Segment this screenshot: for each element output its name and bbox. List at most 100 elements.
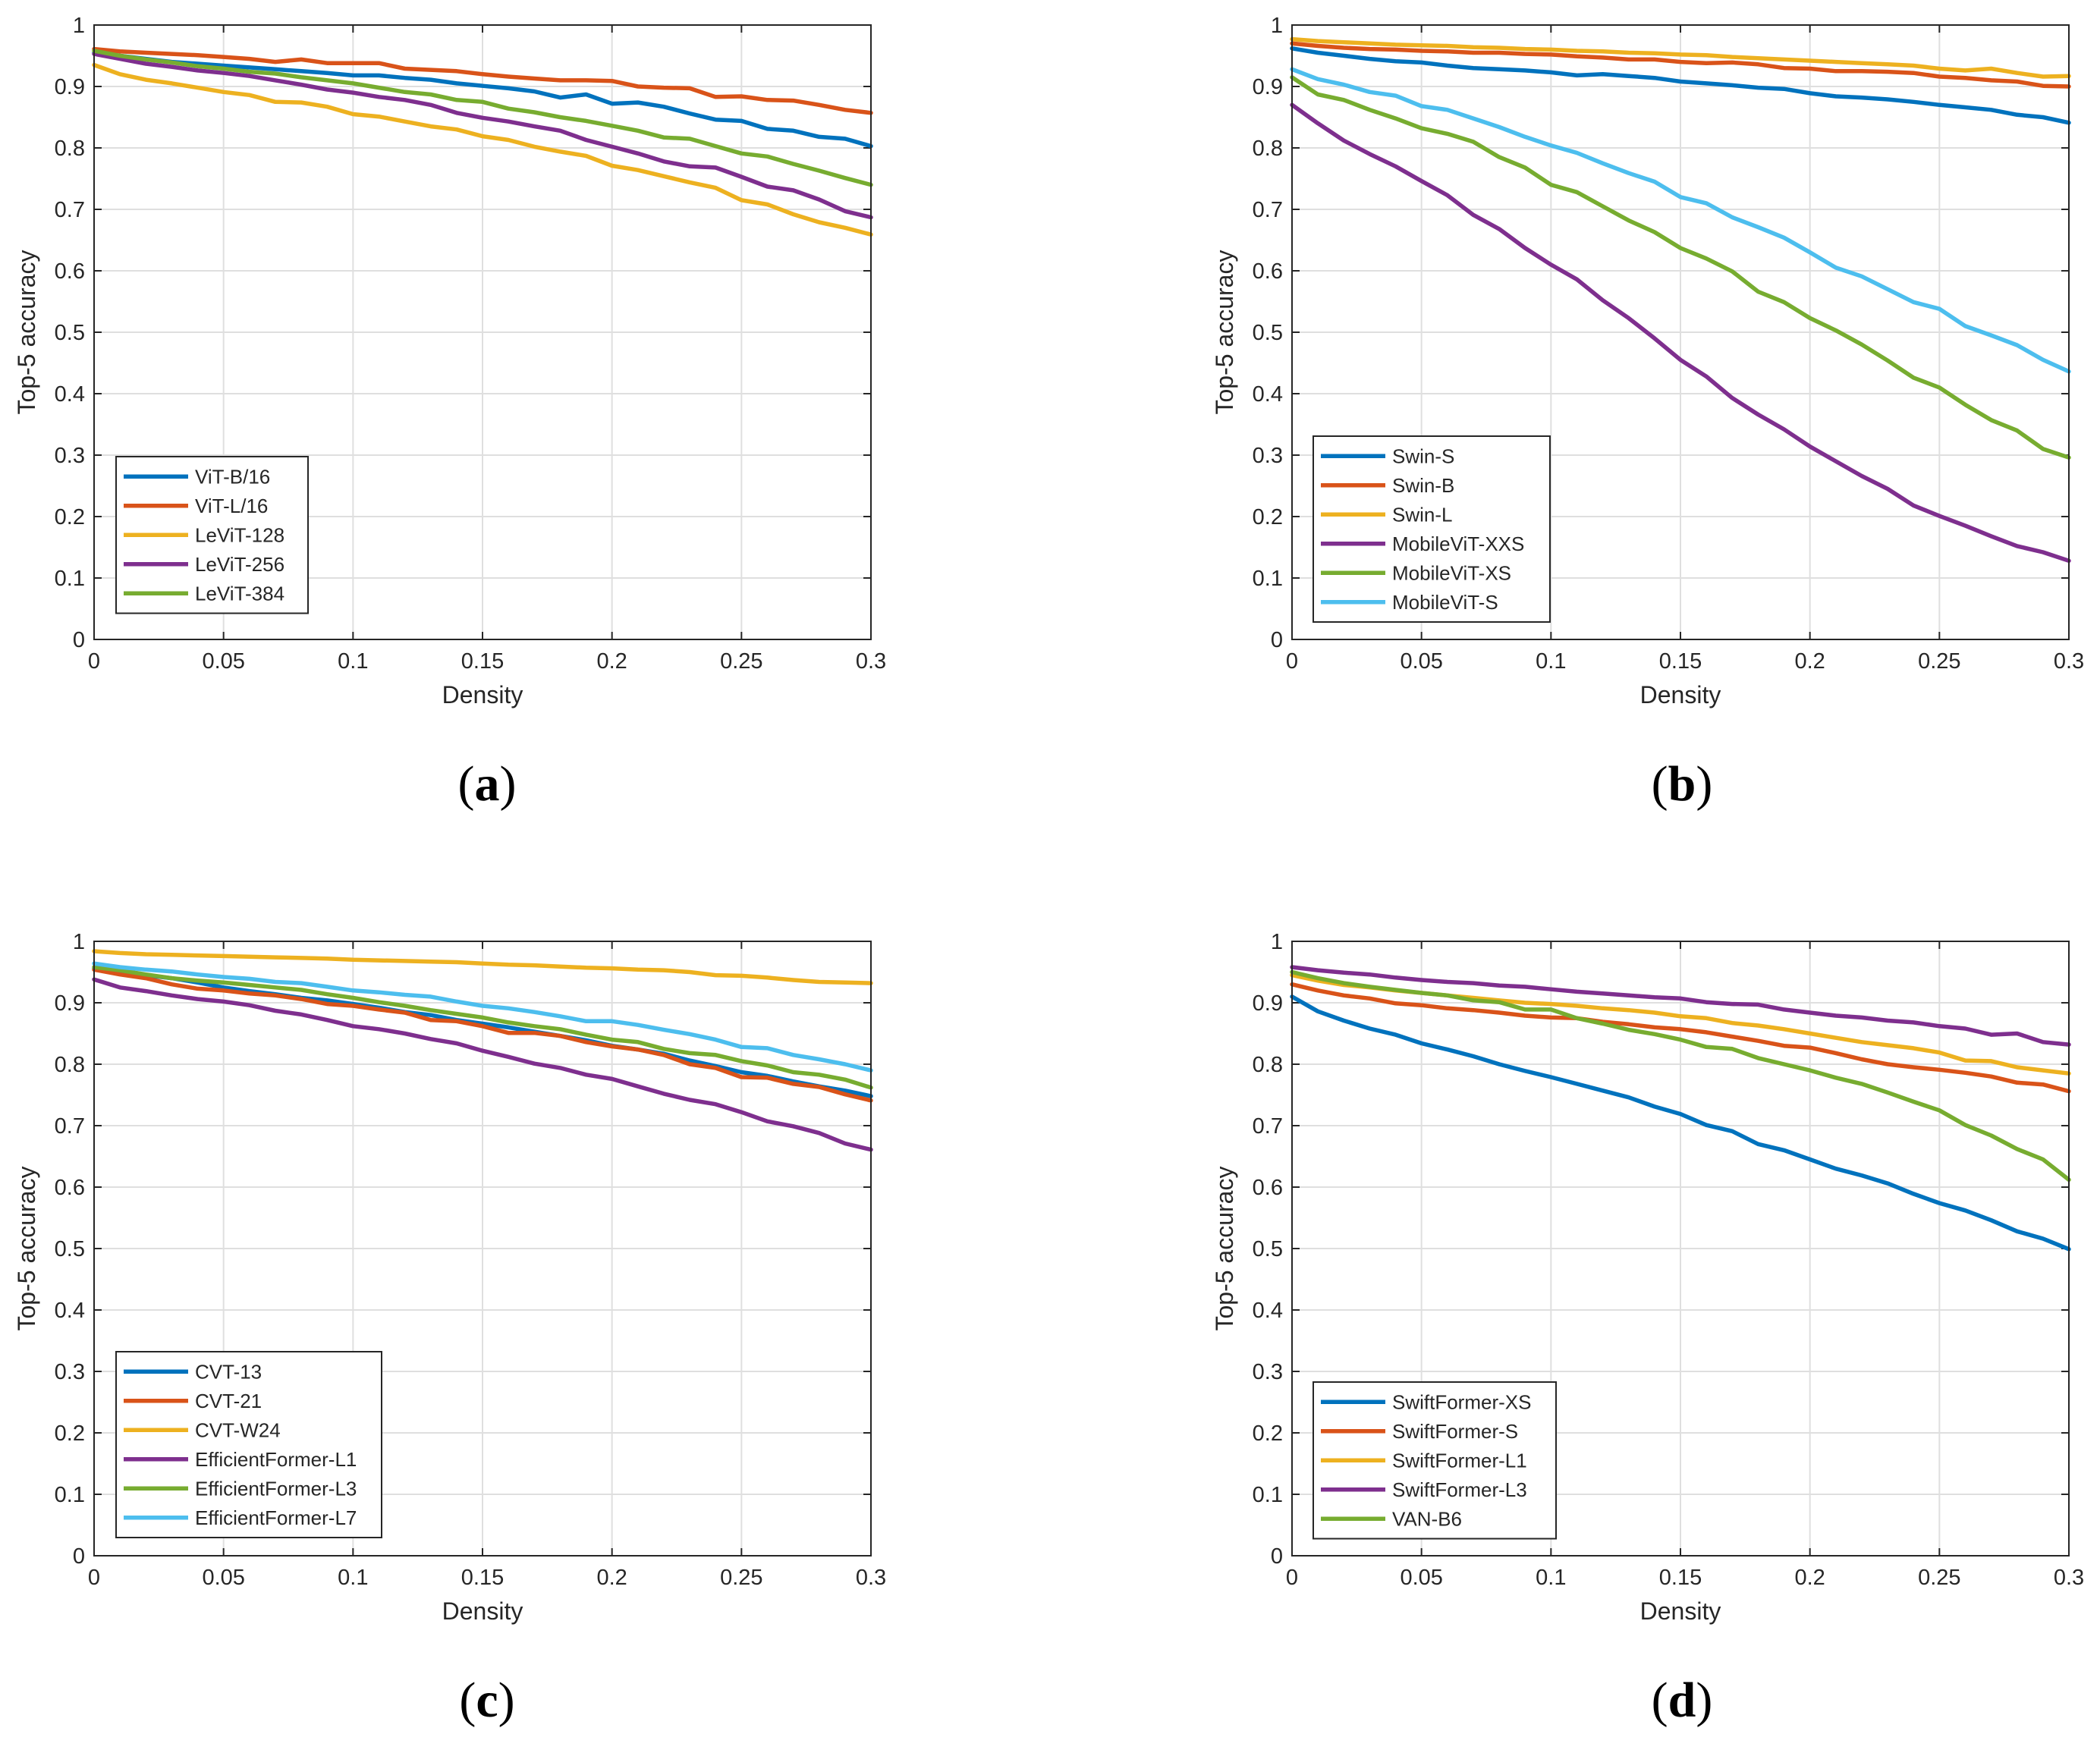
x-tick-label: 0 bbox=[88, 649, 100, 674]
x-tick-label: 0.2 bbox=[597, 1566, 627, 1590]
series-line-vit-b-16 bbox=[92, 50, 873, 149]
chart-panel-b: 0 0.05 0.1 0.15 0.2 0.25 0.3 0 0.1 0.2 0.3 0.4 0.5 0.… bbox=[1211, 14, 2084, 812]
series-line-swin-s bbox=[1290, 46, 2071, 125]
legend-label: LeViT-256 bbox=[195, 553, 285, 576]
y-tick-label: 0.7 bbox=[55, 1114, 85, 1139]
y-tick-label: 1 bbox=[1271, 930, 1283, 954]
x-tick-label: 0.3 bbox=[2054, 1566, 2084, 1590]
x-axis-title: Density bbox=[442, 681, 523, 708]
x-tick-label: 0.25 bbox=[1918, 649, 1960, 674]
y-axis-title: Top-5 accuracy bbox=[13, 250, 40, 415]
legend-box bbox=[1312, 435, 1551, 623]
y-tick-label: 0.3 bbox=[1253, 1360, 1283, 1384]
x-tick-label: 0.1 bbox=[338, 649, 368, 674]
series-line-levit-256 bbox=[92, 52, 873, 220]
y-tick-label: 0.8 bbox=[55, 137, 85, 161]
legend-label: EfficientFormer-L3 bbox=[195, 1477, 357, 1500]
panel-caption: (b) bbox=[1652, 756, 1713, 812]
y-tick-label: 0 bbox=[73, 1544, 85, 1569]
y-tick-label: 0.3 bbox=[55, 1360, 85, 1384]
y-tick-label: 1 bbox=[73, 930, 85, 954]
legend-label: MobileViT-XXS bbox=[1392, 532, 1524, 555]
y-tick-label: 0.9 bbox=[55, 75, 85, 99]
y-tick-label: 0.9 bbox=[55, 991, 85, 1016]
plot-frame bbox=[1291, 941, 2070, 1557]
y-tick-label: 0.5 bbox=[55, 321, 85, 345]
y-tick-label: 0.3 bbox=[55, 444, 85, 468]
y-tick-label: 0.8 bbox=[55, 1053, 85, 1077]
y-tick-label: 0.7 bbox=[1253, 1114, 1283, 1139]
legend-label: EfficientFormer-L1 bbox=[195, 1448, 357, 1471]
x-tick-label: 0.05 bbox=[202, 1566, 244, 1590]
y-tick-label: 0.8 bbox=[1253, 137, 1283, 161]
y-tick-label: 0.2 bbox=[55, 1421, 85, 1446]
x-tick-label: 0.25 bbox=[720, 649, 762, 674]
y-tick-label: 0 bbox=[73, 628, 85, 652]
legend-label: Swin-S bbox=[1392, 444, 1454, 467]
y-tick-label: 0 bbox=[1271, 628, 1283, 652]
y-tick-label: 0.1 bbox=[1253, 1483, 1283, 1507]
series-line-efficientformer-l1 bbox=[92, 977, 873, 1152]
y-axis-title: Top-5 accuracy bbox=[13, 1167, 40, 1331]
series-line-cvt-21 bbox=[92, 967, 873, 1103]
series-line-van-b6 bbox=[1290, 969, 2071, 1183]
y-tick-label: 0.1 bbox=[55, 567, 85, 591]
y-tick-label: 0.4 bbox=[1253, 1299, 1283, 1323]
series-line-swin-b bbox=[1290, 41, 2071, 89]
chart-panel-d: 0 0.05 0.1 0.15 0.2 0.25 0.3 0 0.1 0.2 0.3 0.4 0.5 0.… bbox=[1211, 930, 2084, 1728]
y-tick-label: 0.2 bbox=[1253, 1421, 1283, 1446]
x-tick-label: 0 bbox=[1286, 1566, 1298, 1590]
x-tick-label: 0.05 bbox=[1400, 1566, 1442, 1590]
series-line-efficientformer-l7 bbox=[92, 961, 873, 1073]
y-tick-label: 1 bbox=[73, 14, 85, 38]
panel-caption: (a) bbox=[458, 756, 517, 812]
y-tick-label: 0.6 bbox=[1253, 1176, 1283, 1200]
panel-caption: (d) bbox=[1652, 1673, 1713, 1728]
plot-frame bbox=[93, 941, 872, 1557]
series-line-swiftformer-xs bbox=[1290, 994, 2071, 1252]
x-tick-label: 0.15 bbox=[1659, 1566, 1702, 1590]
series-line-cvt-13 bbox=[92, 966, 873, 1098]
legend: CVT-13 CVT-21 CVT-W24 EfficientFormer-L1 Eff… bbox=[115, 1351, 382, 1538]
x-tick-label: 0.15 bbox=[1659, 649, 1702, 674]
y-tick-label: 0.6 bbox=[1253, 259, 1283, 284]
y-tick-label: 0.2 bbox=[1253, 505, 1283, 529]
legend-label: MobileViT-XS bbox=[1392, 561, 1511, 584]
y-tick-label: 0.1 bbox=[55, 1483, 85, 1507]
x-tick-label: 0.25 bbox=[720, 1566, 762, 1590]
x-tick-label: 0.1 bbox=[338, 1566, 368, 1590]
x-axis-title: Density bbox=[1640, 681, 1721, 708]
plot-frame bbox=[1291, 24, 2070, 640]
legend-label: SwiftFormer-S bbox=[1392, 1420, 1518, 1443]
legend-label: SwiftFormer-L1 bbox=[1392, 1449, 1527, 1472]
legend-label: LeViT-384 bbox=[195, 582, 285, 605]
x-tick-label: 0.2 bbox=[597, 649, 627, 674]
series-line-vit-l-16 bbox=[92, 46, 873, 115]
legend-box bbox=[115, 1351, 382, 1538]
legend-label: Swin-B bbox=[1392, 474, 1454, 497]
y-tick-label: 0.2 bbox=[55, 505, 85, 529]
series-line-mobilevit-xs bbox=[1290, 75, 2071, 460]
y-tick-label: 0 bbox=[1271, 1544, 1283, 1569]
x-tick-label: 0.2 bbox=[1795, 1566, 1825, 1590]
legend-label: CVT-21 bbox=[195, 1390, 262, 1412]
legend: SwiftFormer-XS SwiftFormer-S SwiftFormer-L… bbox=[1312, 1381, 1557, 1540]
y-tick-label: 1 bbox=[1271, 14, 1283, 38]
series-line-swiftformer-s bbox=[1290, 982, 2071, 1094]
y-tick-label: 0.7 bbox=[55, 198, 85, 222]
y-tick-label: 0.5 bbox=[1253, 321, 1283, 345]
legend-label: VAN-B6 bbox=[1392, 1507, 1462, 1530]
y-tick-label: 0.5 bbox=[1253, 1237, 1283, 1261]
y-tick-label: 0.8 bbox=[1253, 1053, 1283, 1077]
x-tick-label: 0.25 bbox=[1918, 1566, 1960, 1590]
series-line-mobilevit-s bbox=[1290, 67, 2071, 374]
y-axis-title: Top-5 accuracy bbox=[1211, 250, 1238, 415]
x-axis-title: Density bbox=[442, 1597, 523, 1625]
legend: ViT-B/16 ViT-L/16 LeViT-128 LeViT-256 LeViT-… bbox=[115, 456, 309, 614]
x-tick-label: 0.15 bbox=[461, 649, 504, 674]
x-tick-label: 0.3 bbox=[2054, 649, 2084, 674]
y-tick-label: 0.6 bbox=[55, 1176, 85, 1200]
y-tick-label: 0.3 bbox=[1253, 444, 1283, 468]
x-tick-label: 0.2 bbox=[1795, 649, 1825, 674]
legend-label: ViT-B/16 bbox=[195, 465, 270, 488]
